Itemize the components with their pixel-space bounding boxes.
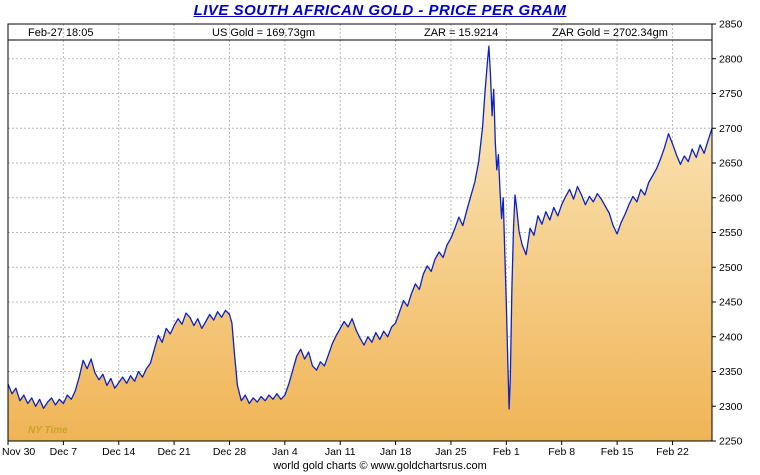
x-axis-label: Jan 4: [272, 446, 298, 458]
y-axis-label: 2550: [719, 227, 743, 239]
x-axis-label: Feb 22: [656, 446, 689, 458]
x-axis-label: Feb 8: [548, 446, 575, 458]
x-axis-label: Dec 7: [50, 446, 78, 458]
x-axis-label: Jan 18: [380, 446, 412, 458]
zar-gold-quote: ZAR Gold = 2702.34gm: [552, 27, 668, 39]
x-axis-label: Feb 15: [601, 446, 634, 458]
credit-line: world gold charts © www.goldchartsrus.co…: [273, 460, 487, 472]
chart-title: LIVE SOUTH AFRICAN GOLD - PRICE PER GRAM: [193, 2, 567, 19]
y-axis-label: 2300: [719, 401, 743, 413]
y-axis-label: 2800: [719, 53, 743, 65]
y-axis-label: 2700: [719, 123, 743, 135]
x-axis-label: Nov 30: [2, 446, 35, 458]
y-axis-label: 2450: [719, 297, 743, 309]
price-area-fill: [8, 46, 712, 441]
x-axis-label: Jan 25: [435, 446, 467, 458]
price-line: [7, 45, 713, 410]
x-axis-label: Dec 14: [102, 446, 135, 458]
y-axis-label: 2600: [719, 192, 743, 204]
ny-time-label: NY Time: [28, 425, 68, 436]
y-axis-label: 2500: [719, 262, 743, 274]
y-axis-label: 2750: [719, 88, 743, 100]
x-axis-label: Feb 1: [493, 446, 520, 458]
y-axis-label: 2650: [719, 158, 743, 170]
x-axis-label: Dec 21: [157, 446, 190, 458]
y-axis-label: 2850: [719, 19, 743, 31]
x-axis-label: Dec 28: [213, 446, 246, 458]
zar-rate-quote: ZAR = 15.9214: [424, 27, 499, 39]
x-axis-label: Jan 11: [325, 446, 356, 458]
us-gold-quote: US Gold = 169.73gm: [212, 27, 316, 39]
quote-timestamp: Feb-27 18:05: [28, 27, 94, 39]
y-axis-label: 2350: [719, 366, 743, 378]
y-axis-label: 2250: [719, 436, 743, 448]
y-axis-label: 2400: [719, 331, 743, 343]
